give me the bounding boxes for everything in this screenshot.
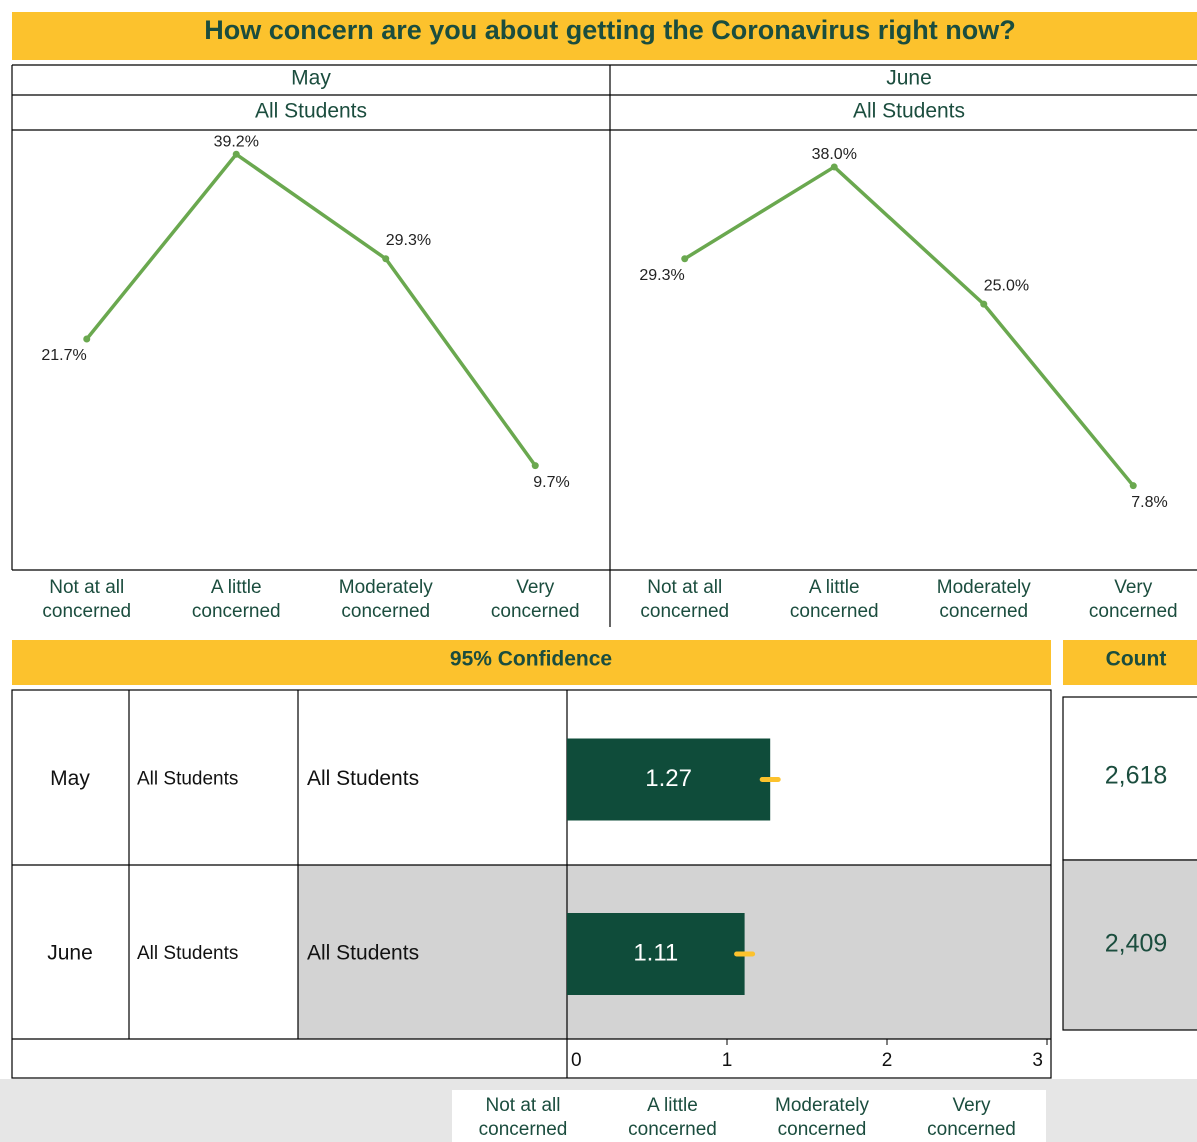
x-tick-label: Not at all concerned [42,577,132,622]
line [683,165,1135,487]
legend-label: Not at all concerned [478,1095,568,1140]
x-tick-label: 1 [722,1050,733,1071]
x-tick-label: Moderately concerned [936,577,1031,622]
x-tick-label: Very concerned [1088,577,1178,622]
bar [567,913,745,995]
point [681,255,689,263]
header-bar [12,640,1051,685]
row-subgroup: All Students [307,767,419,790]
point [830,163,838,171]
table-frame [11,689,1052,1079]
title-bar [12,12,1197,60]
panel-title: May [291,67,331,90]
x-tick-label: Not at all concerned [640,577,730,622]
panel-subtitle: All Students [853,100,965,123]
point [1129,482,1137,490]
point [83,335,91,343]
legend-box [452,1090,1046,1142]
x-tick-label: Moderately concerned [338,577,433,622]
bar-label: 1.11 [633,939,678,966]
count-title: Count [1106,648,1167,671]
value-label: 29.3% [386,232,431,249]
legend-label: A little concerned [628,1095,717,1140]
row-label: May [50,767,90,790]
bar-label: 1.27 [645,765,692,792]
value-label: 39.2% [214,133,259,150]
row-label: June [47,942,93,965]
dashboard-title: How concern are you about getting the Co… [204,15,1016,45]
value-label: 7.8% [1131,494,1167,511]
count-value: 2,618 [1105,762,1168,790]
header-bar [1063,640,1197,685]
point [382,255,390,263]
row-subgroup: All Students [307,942,419,965]
count-value: 2,409 [1105,930,1168,958]
legend-label: Moderately concerned [775,1095,869,1140]
x-tick-label: 0 [571,1050,582,1071]
point [232,150,240,158]
bar [567,738,771,821]
value-label: 29.3% [639,267,684,284]
count-cell [1062,696,1197,861]
x-tick-label: Very concerned [490,577,580,622]
point [531,462,539,470]
bar-title: 95% Confidence [450,648,612,671]
panel-title: June [886,67,932,90]
value-label: 38.0% [812,146,857,163]
value-label: 21.7% [41,347,86,364]
panel-subtitle: All Students [255,100,367,123]
x-tick-label: 2 [882,1050,893,1071]
count-cell [1062,859,1197,1031]
legend-label: Very concerned [927,1095,1016,1140]
value-label: 9.7% [533,474,569,491]
row-group: All Students [137,943,238,964]
value-label: 25.0% [984,277,1029,294]
point [980,300,988,308]
x-tick-label: 3 [1032,1050,1043,1071]
row-group: All Students [137,769,238,790]
x-tick-label: A little concerned [191,577,281,622]
x-tick-label: A little concerned [789,577,879,622]
line [85,152,537,467]
